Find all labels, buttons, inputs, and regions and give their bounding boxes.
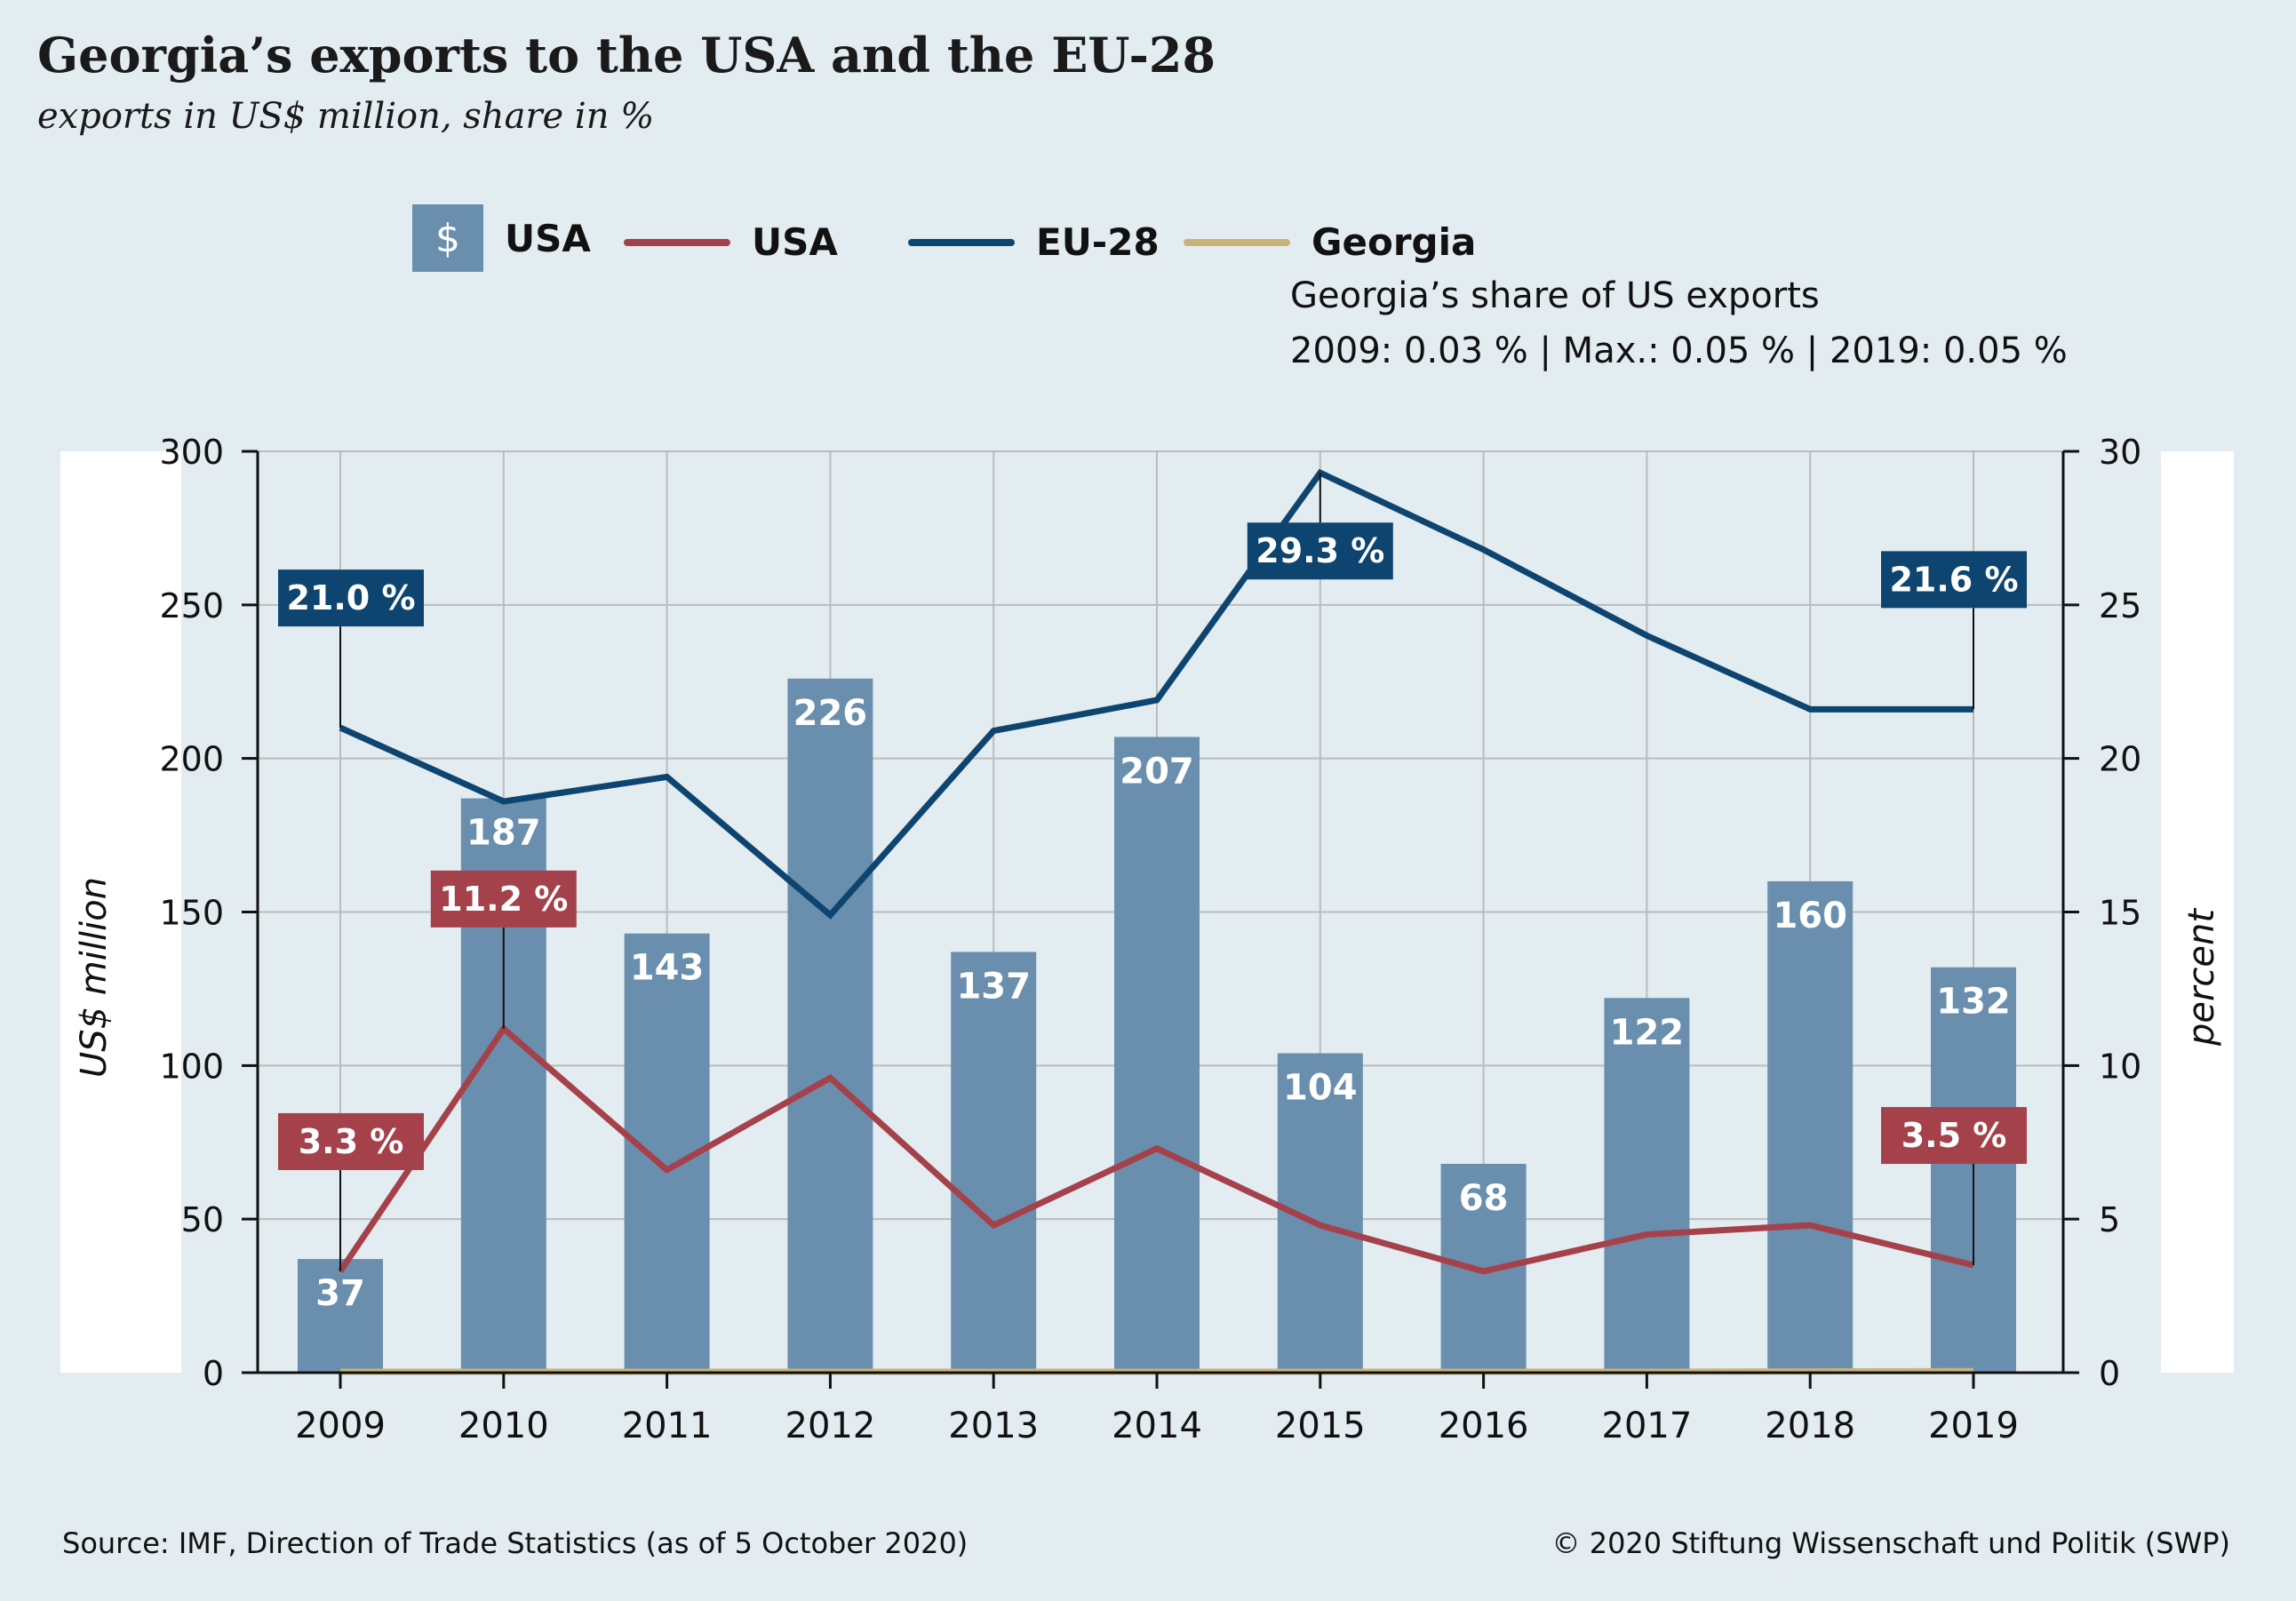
bar-value-label: 137	[956, 966, 1031, 1007]
bar-value-label: 37	[315, 1273, 365, 1314]
annotation-label: 11.2 %	[439, 880, 568, 919]
bar-value-label: 226	[793, 693, 868, 734]
bar-usa-2012	[787, 678, 873, 1373]
annotation-label: 29.3 %	[1256, 531, 1384, 570]
bar-value-label: 68	[1459, 1178, 1509, 1219]
annotation-box	[1881, 1107, 2027, 1165]
source-note: Source: IMF, Direction of Trade Statisti…	[62, 1526, 969, 1560]
y-axis-right-label: percent	[2181, 908, 2222, 1047]
eu-line-swatch	[908, 238, 1015, 246]
y-tick-label-right: 10	[2099, 1047, 2141, 1086]
annotation-box	[1881, 551, 2027, 609]
chart-subtitle: exports in US$ million, share in %	[37, 96, 655, 137]
legend-label-eu-line: EU-28	[1036, 220, 1160, 264]
y-tick-label-left: 0	[203, 1354, 224, 1393]
line-eu-28	[339, 468, 1973, 920]
georgia-share-note: Georgia’s share of US exports 2009: 0.03…	[1290, 268, 2068, 378]
bar-value-label: 104	[1283, 1068, 1358, 1109]
y-tick-label-right: 5	[2099, 1200, 2120, 1239]
y-tick-label-left: 50	[181, 1200, 224, 1239]
x-tick-label: 2016	[1439, 1406, 1529, 1446]
annotation-label: 21.6 %	[1889, 560, 2018, 599]
x-tick-label: 2012	[785, 1406, 876, 1446]
georgia-note-line1: Georgia’s share of US exports	[1290, 275, 1820, 316]
legend-label-georgia-line: Georgia	[1311, 220, 1477, 264]
bar-usa-2009	[298, 1259, 383, 1373]
dollar-icon: $	[412, 204, 483, 272]
legend-item-eu-line: EU-28	[908, 220, 1160, 264]
bar-usa-2018	[1767, 880, 1854, 1373]
annotation-label: 21.0 %	[286, 578, 415, 617]
legend-label-usa-bars: USA	[505, 216, 591, 260]
usa-line-swatch	[624, 238, 730, 246]
bar-value-label: 187	[466, 813, 541, 854]
annotation-box	[430, 870, 577, 928]
y-axis-left-label: US$ million	[74, 876, 115, 1079]
y-tick-label-right: 0	[2099, 1354, 2120, 1393]
x-tick-label: 2015	[1275, 1406, 1366, 1446]
georgia-line-swatch	[1184, 238, 1290, 246]
bar-value-label: 160	[1773, 896, 1847, 936]
y-tick-label-right: 30	[2099, 433, 2141, 472]
georgia-note-line2: 2009: 0.03 % | Max.: 0.05 % | 2019: 0.05…	[1290, 331, 2068, 371]
y-tick-label-right: 20	[2099, 740, 2141, 779]
bar-value-label: 132	[1936, 982, 2011, 1023]
annotation-box	[278, 570, 424, 627]
x-tick-label: 2018	[1765, 1406, 1855, 1446]
x-tick-label: 2014	[1112, 1406, 1202, 1446]
x-tick-label: 2017	[1602, 1406, 1693, 1446]
bar-usa-2013	[951, 952, 1037, 1373]
copyright-note: © 2020 Stiftung Wissenschaft und Politik…	[1551, 1526, 2230, 1560]
y-tick-label-left: 150	[159, 894, 224, 933]
bar-usa-2017	[1604, 998, 1690, 1373]
legend-item-usa-bars: $ USA	[412, 204, 591, 272]
bar-usa-2014	[1114, 737, 1200, 1373]
x-tick-label: 2019	[1928, 1406, 2019, 1446]
x-tick-label: 2013	[948, 1406, 1039, 1446]
bar-value-label: 122	[1610, 1012, 1685, 1053]
legend-label-usa-line: USA	[752, 220, 838, 264]
y-tick-label-left: 100	[159, 1047, 224, 1086]
x-tick-label: 2010	[458, 1406, 549, 1446]
y-tick-label-left: 300	[159, 433, 224, 472]
annotation-label: 3.5 %	[1901, 1116, 2007, 1155]
x-tick-label: 2011	[622, 1406, 713, 1446]
annotation-label: 3.3 %	[299, 1122, 404, 1161]
bar-value-label: 207	[1120, 751, 1194, 792]
y-tick-label-left: 200	[159, 740, 224, 779]
chart-title: Georgia’s exports to the USA and the EU-…	[37, 27, 1216, 84]
y-tick-label-left: 250	[159, 586, 224, 625]
x-tick-label: 2009	[295, 1406, 386, 1446]
right-axis-band	[2161, 451, 2234, 1373]
annotation-box	[1247, 522, 1393, 580]
legend-item-georgia-line: Georgia	[1184, 220, 1476, 264]
legend-item-usa-line: USA	[624, 220, 838, 264]
y-tick-label-right: 15	[2099, 894, 2141, 933]
line-usa	[338, 1024, 1974, 1275]
bar-value-label: 143	[630, 948, 705, 989]
annotation-box	[278, 1112, 424, 1170]
y-tick-label-right: 25	[2099, 586, 2141, 625]
left-axis-band	[60, 451, 181, 1373]
